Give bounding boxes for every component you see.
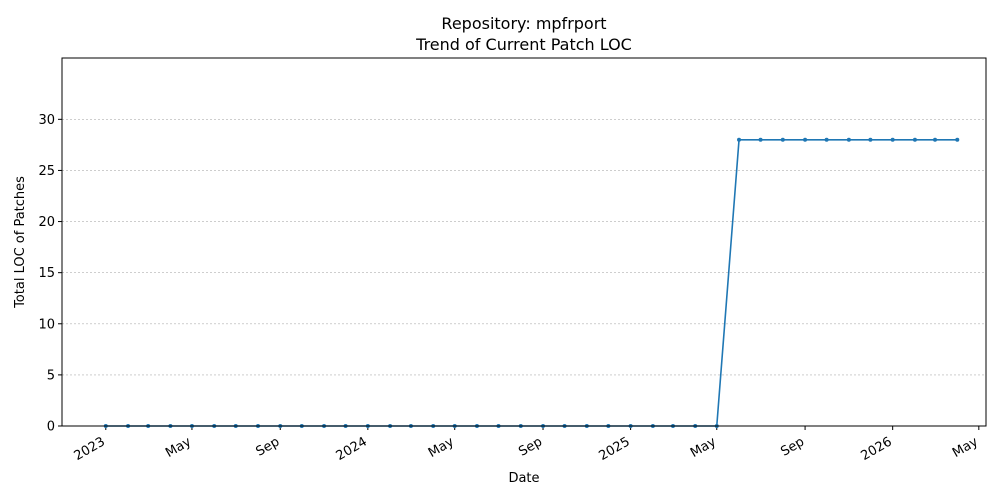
data-point xyxy=(803,137,808,142)
x-axis-label: Date xyxy=(508,471,539,486)
y-tick-label: 15 xyxy=(38,266,55,281)
x-tick-label: Sep xyxy=(516,434,545,459)
x-tick-label: Sep xyxy=(778,434,807,459)
x-tick-label: May xyxy=(426,434,457,461)
data-point xyxy=(758,137,763,142)
gridlines xyxy=(62,119,986,427)
data-point xyxy=(890,137,895,142)
x-tick-label: 2026 xyxy=(859,434,895,464)
y-tick-label: 20 xyxy=(38,215,55,230)
x-tick-label: May xyxy=(950,434,981,461)
x-tick-label: 2024 xyxy=(334,434,370,464)
data-point xyxy=(912,137,917,142)
y-tick-label: 5 xyxy=(47,368,55,383)
x-tick-label: May xyxy=(688,434,719,461)
data-point xyxy=(737,137,742,142)
data-point xyxy=(824,137,829,142)
x-axis: 2023 May Sep 2024 May Sep 2025 May Sep 2026 May xyxy=(72,426,981,464)
x-tick-label: 2025 xyxy=(596,434,632,464)
series-line xyxy=(105,138,958,427)
data-point xyxy=(846,137,851,142)
y-axis-label: Total LOC of Patches xyxy=(13,176,28,309)
chart-subtitle: Trend of Current Patch LOC xyxy=(415,35,632,54)
data-point xyxy=(933,137,938,142)
series-group xyxy=(103,137,960,428)
y-axis: 0 5 10 15 20 25 30 xyxy=(38,113,62,435)
data-point xyxy=(868,137,873,142)
data-point xyxy=(955,137,960,142)
x-tick-label: 2023 xyxy=(72,434,108,464)
plot-frame xyxy=(61,57,987,427)
y-tick-label: 25 xyxy=(38,164,55,179)
x-tick-label: Sep xyxy=(254,434,283,459)
y-tick-label: 0 xyxy=(47,420,55,435)
y-tick-label: 10 xyxy=(38,317,55,332)
chart-title: Repository: mpfrport xyxy=(441,14,606,33)
y-tick-label: 30 xyxy=(38,113,55,128)
data-point xyxy=(780,137,785,142)
x-tick-label: May xyxy=(163,434,194,461)
